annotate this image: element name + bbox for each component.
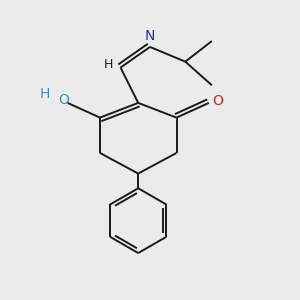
Text: H: H <box>104 58 113 71</box>
Text: O: O <box>58 93 69 107</box>
Text: O: O <box>212 94 223 108</box>
Text: N: N <box>145 28 155 43</box>
Text: H: H <box>40 87 50 101</box>
